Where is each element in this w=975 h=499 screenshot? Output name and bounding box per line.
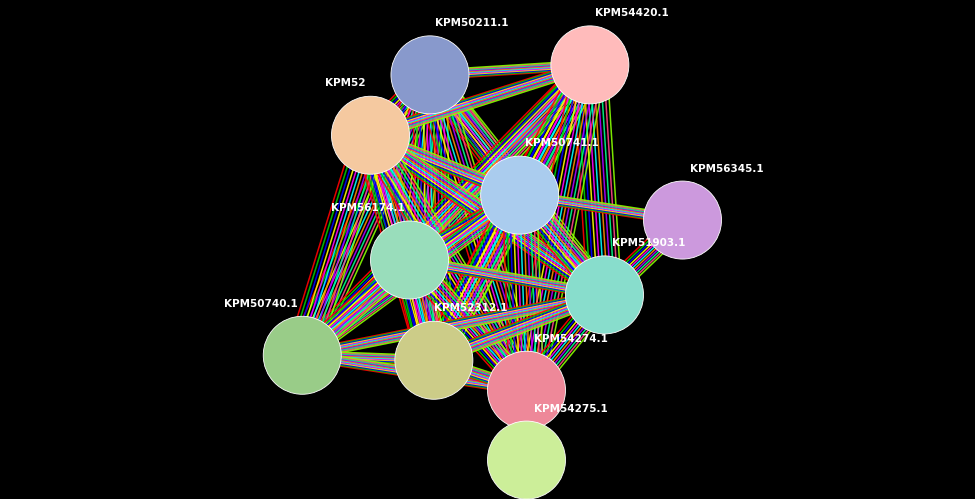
Text: KPM50741.1: KPM50741.1 — [525, 138, 599, 148]
Text: KPM54275.1: KPM54275.1 — [534, 404, 608, 414]
Ellipse shape — [263, 316, 341, 394]
Text: KPM52312.1: KPM52312.1 — [434, 303, 507, 313]
Text: KPM52: KPM52 — [325, 78, 366, 88]
Text: KPM56345.1: KPM56345.1 — [690, 164, 764, 174]
Ellipse shape — [488, 351, 566, 429]
Text: KPM54274.1: KPM54274.1 — [534, 334, 608, 344]
Ellipse shape — [488, 421, 566, 499]
Text: KPM56174.1: KPM56174.1 — [331, 204, 405, 214]
Ellipse shape — [395, 321, 473, 399]
Text: KPM50211.1: KPM50211.1 — [435, 17, 508, 27]
Ellipse shape — [370, 221, 448, 299]
Ellipse shape — [551, 26, 629, 104]
Text: KPM51903.1: KPM51903.1 — [612, 239, 685, 249]
Ellipse shape — [332, 96, 409, 174]
Ellipse shape — [391, 36, 469, 114]
Ellipse shape — [566, 256, 644, 334]
Text: KPM50740.1: KPM50740.1 — [223, 299, 297, 309]
Ellipse shape — [481, 156, 559, 234]
Text: KPM54420.1: KPM54420.1 — [595, 7, 669, 17]
Ellipse shape — [644, 181, 722, 259]
